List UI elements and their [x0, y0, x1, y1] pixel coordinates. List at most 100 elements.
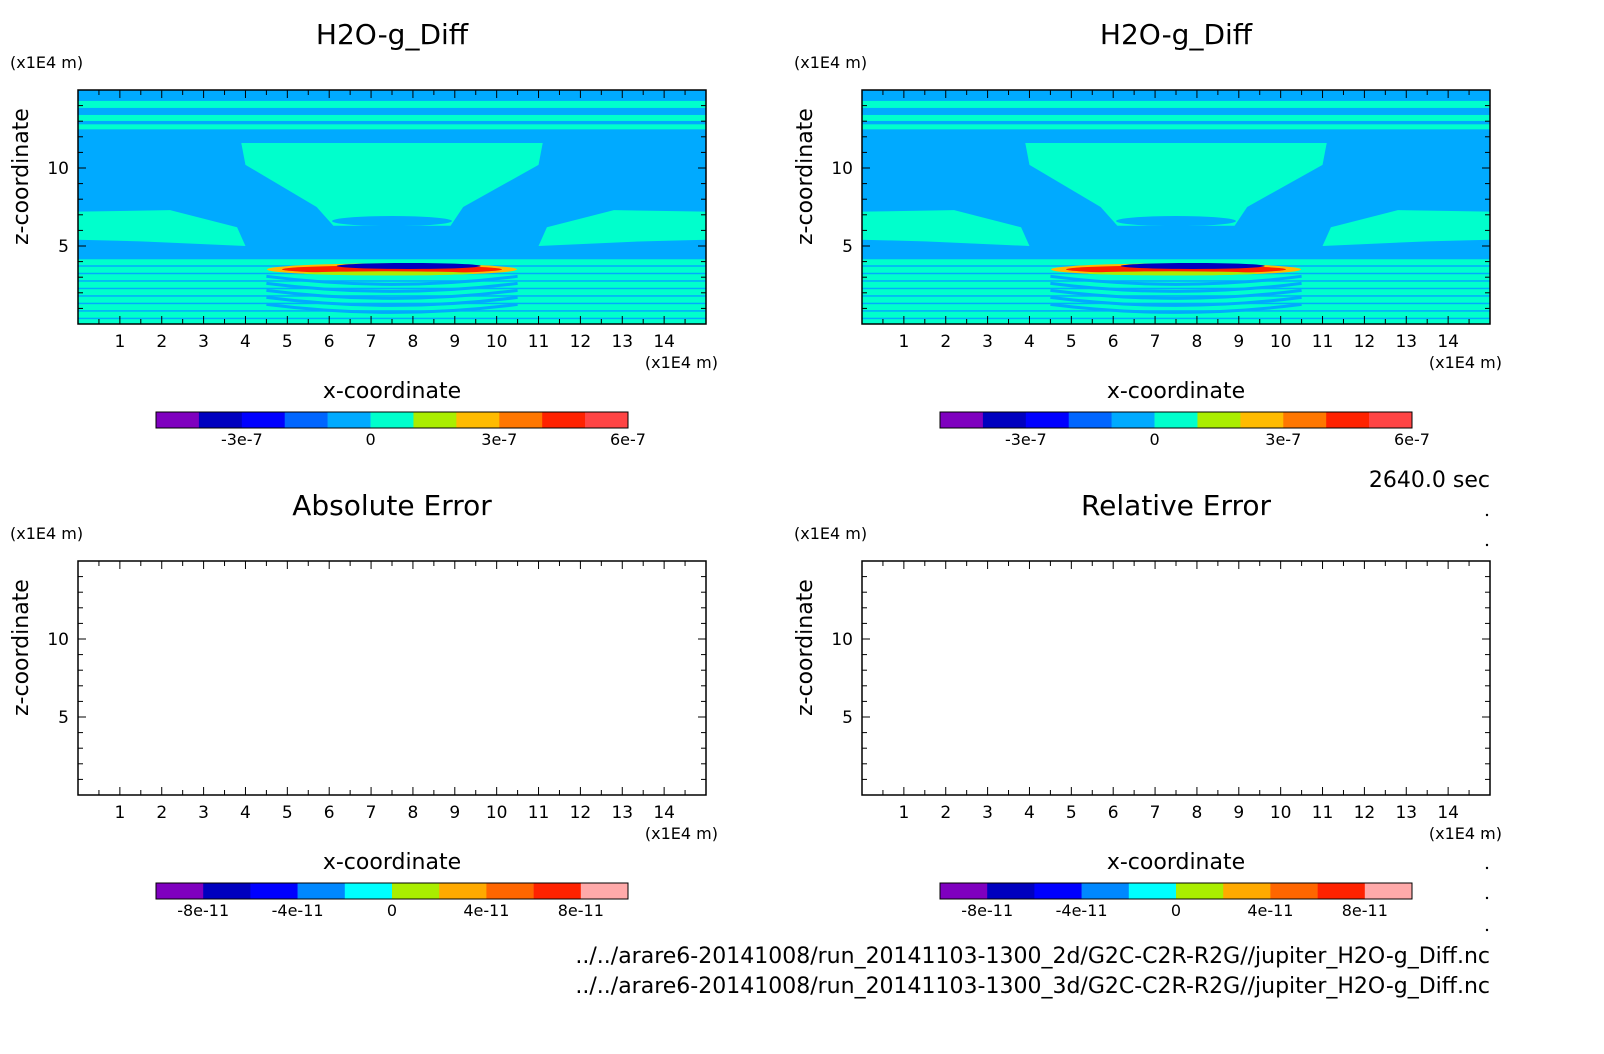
x-tick-label-4: 4: [240, 332, 251, 352]
y-axis-label: z-coordinate: [793, 579, 818, 716]
colorbar-cell: [203, 883, 251, 899]
colorbar-cell: [250, 883, 298, 899]
colorbar-cell: [456, 412, 500, 428]
colorbar-cell: [1283, 412, 1327, 428]
x-tick-label-14: 14: [653, 803, 675, 823]
upper-band: [862, 114, 1490, 121]
colorbar-tick-3e-7: 3e-7: [481, 430, 517, 449]
colorbar-tick-4e-11: 4e-11: [1247, 901, 1293, 920]
inner-ring: [1116, 216, 1236, 227]
x-tick-label-2: 2: [156, 803, 167, 823]
colorbar-cell: [1128, 883, 1177, 899]
upper-band: [78, 100, 706, 108]
x-tick-label-11: 11: [1312, 332, 1334, 352]
colorbar-cell: [1223, 883, 1271, 899]
y-tick-label-5: 5: [58, 708, 69, 728]
upper-band: [862, 100, 1490, 108]
x-unit-label: (x1E4 m): [1429, 824, 1502, 843]
colorbar-frame: [939, 882, 1413, 900]
colorbar: -8e-11 -4e-11 0 4e-11 8e-11: [155, 882, 629, 920]
y-unit-label: (x1E4 m): [794, 524, 867, 543]
colorbar-cell: [987, 883, 1035, 899]
x-tick-label-6: 6: [324, 803, 335, 823]
x-tick-label-6: 6: [1108, 803, 1119, 823]
colorbar-cell: [542, 412, 586, 428]
left-lobe: [862, 210, 1030, 246]
colorbar-cell: [198, 412, 243, 428]
y-axis-label: z-coordinate: [9, 108, 34, 245]
x-tick-label-7: 7: [366, 332, 377, 352]
x-tick-label-10: 10: [1270, 803, 1292, 823]
x-tick-label-12: 12: [570, 332, 592, 352]
x-tick-label-5: 5: [282, 332, 293, 352]
panel-1: H2O-g_Diff(x1E4 m)1 2 3 4 5 6 7 8 9 10 11 12 13 14510…: [9, 18, 718, 449]
colorbar-cell: [1369, 412, 1413, 428]
colorbar-cell: [156, 883, 204, 899]
x-tick-label-11: 11: [528, 803, 550, 823]
panel-3: Absolute Error(x1E4 m)1 2 3 4 5 6 7 8 9 10 11 12 13 1…: [9, 489, 718, 920]
colorbar-cell: [1111, 412, 1155, 428]
upper-band: [78, 124, 706, 130]
x-tick-label-5: 5: [1066, 803, 1077, 823]
anomaly-core-negative: [336, 262, 481, 269]
anomaly-edge: [302, 271, 473, 276]
x-tick-label-13: 13: [1395, 803, 1417, 823]
colorbar-cell: [156, 412, 200, 428]
x-tick-label-3: 3: [198, 803, 209, 823]
x-tick-label-7: 7: [366, 803, 377, 823]
x-tick-label-4: 4: [240, 803, 251, 823]
y-tick-label-5: 5: [58, 237, 69, 257]
colorbar-cell: [1317, 883, 1366, 899]
colorbar-cell: [1068, 412, 1112, 428]
colorbar-tick-0: 0: [387, 901, 397, 920]
colorbar-cell: [1025, 412, 1070, 428]
inner-ring: [332, 216, 452, 227]
x-unit-label: (x1E4 m): [1429, 353, 1502, 372]
lower-stripe: [78, 274, 706, 281]
upper-band: [78, 114, 706, 121]
colorbar-cell: [486, 883, 534, 899]
anomaly-edge: [1086, 271, 1257, 276]
colorbar-tick-6e-7: 6e-7: [1394, 430, 1430, 449]
x-tick-label-2: 2: [940, 332, 951, 352]
colorbar-tick-0: 0: [1149, 430, 1159, 449]
x-tick-label-10: 10: [1270, 332, 1292, 352]
colorbar-cell: [1197, 412, 1241, 428]
lower-stripe: [862, 274, 1490, 281]
colorbar: -3e-7 0 3e-7 6e-7: [155, 411, 646, 449]
x-tick-label-12: 12: [1354, 803, 1376, 823]
colorbar-cell: [327, 412, 371, 428]
panel-title: H2O-g_Diff: [316, 18, 469, 51]
lower-stripe: [78, 304, 706, 311]
x-tick-label-3: 3: [198, 332, 209, 352]
y-tick-label-10: 10: [831, 159, 853, 179]
x-tick-label-4: 4: [1024, 332, 1035, 352]
x-tick-label-13: 13: [611, 803, 633, 823]
edge-dot: [1485, 896, 1489, 900]
colorbar-cell: [1034, 883, 1082, 899]
colorbar-cell: [392, 883, 440, 899]
x-unit-label: (x1E4 m): [645, 353, 718, 372]
colorbar-cell: [370, 412, 414, 428]
x-tick-label-13: 13: [1395, 332, 1417, 352]
colorbar-tick-0: 0: [1171, 901, 1181, 920]
central-plume: [1025, 143, 1327, 226]
x-axis-label: x-coordinate: [1107, 850, 1245, 875]
edge-dot: [1485, 928, 1489, 932]
x-tick-label-14: 14: [653, 332, 675, 352]
wave-stripe: [266, 302, 518, 314]
colorbar-cell: [1176, 883, 1224, 899]
panel-title: Relative Error: [1081, 489, 1272, 522]
lower-stripe: [862, 304, 1490, 311]
y-unit-label: (x1E4 m): [794, 53, 867, 72]
x-axis-label: x-coordinate: [1107, 379, 1245, 404]
lower-stripe: [862, 311, 1490, 318]
anomaly-core-negative: [1120, 262, 1265, 269]
x-tick-label-8: 8: [1192, 332, 1203, 352]
colorbar-frame: [155, 882, 629, 900]
colorbar-cell: [241, 412, 286, 428]
wave-stripe: [266, 295, 518, 307]
y-axis-label: z-coordinate: [793, 108, 818, 245]
colorbar-cell: [439, 883, 487, 899]
right-lobe: [1322, 210, 1490, 246]
